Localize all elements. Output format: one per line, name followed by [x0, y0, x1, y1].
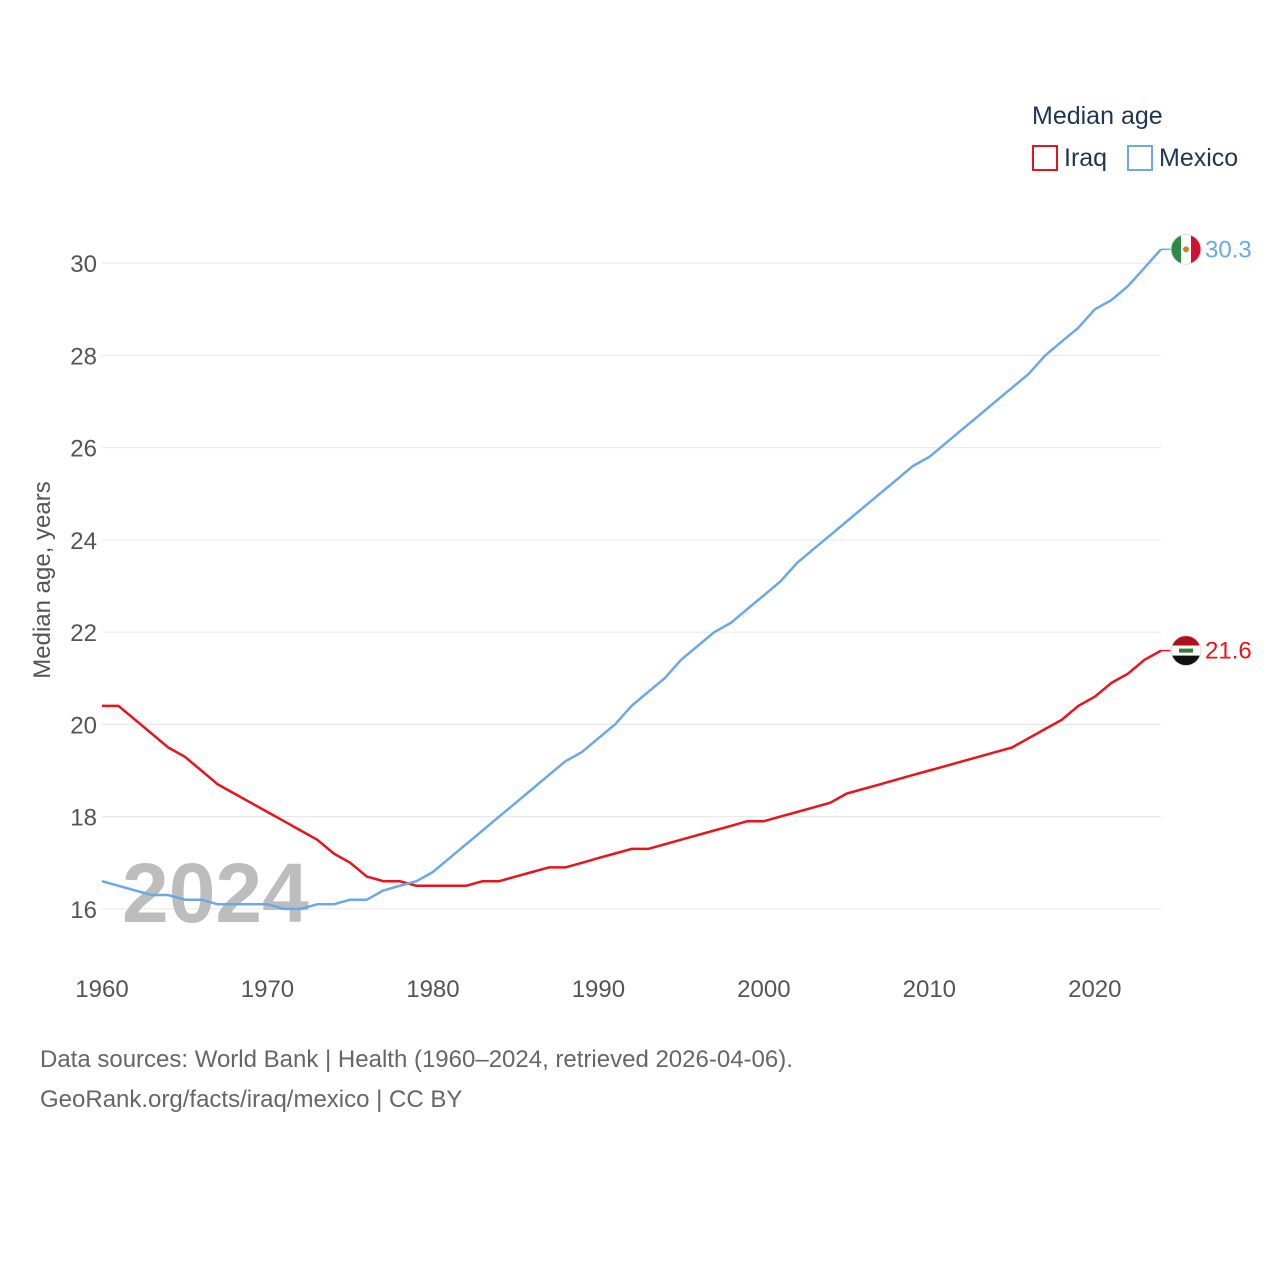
series-line-iraq[interactable] — [102, 649, 1162, 888]
legend-swatch-iraq[interactable] — [1032, 145, 1058, 171]
end-value-label-mexico: 30.3 — [1205, 236, 1252, 263]
series-lines — [101, 248, 1162, 911]
year-watermark: 2024 — [122, 846, 309, 940]
legend-label-iraq[interactable]: Iraq — [1064, 144, 1107, 172]
y-tick-label-20: 20 — [70, 712, 97, 739]
legend: Median age Iraq Mexico — [1032, 102, 1238, 172]
attribution-link[interactable]: GeoRank.org/facts/iraq/mexico | CC BY — [40, 1086, 463, 1113]
y-tick-label-22: 22 — [70, 620, 97, 647]
end-value-label-iraq: 21.6 — [1205, 638, 1252, 665]
footer: Data sources: World Bank | Health (1960–… — [40, 1040, 793, 1120]
mexico-flag-icon — [1170, 233, 1202, 265]
y-tick-label-30: 30 — [70, 251, 97, 278]
x-tick-label-2010: 2010 — [903, 976, 956, 1003]
y-tick-label-24: 24 — [70, 528, 97, 555]
x-tick-label-2020: 2020 — [1068, 976, 1121, 1003]
y-tick-label-28: 28 — [70, 343, 97, 370]
legend-swatch-mexico[interactable] — [1127, 145, 1153, 171]
grid-lines — [102, 262, 1161, 910]
y-tick-label-26: 26 — [70, 436, 97, 463]
x-tick-label-1990: 1990 — [572, 976, 625, 1003]
series-line-mexico[interactable] — [101, 248, 1162, 911]
x-tick-label-2000: 2000 — [737, 976, 790, 1003]
y-axis-ticks: 16 18 20 22 24 26 28 30 — [70, 251, 97, 924]
iraq-flag-icon — [1170, 635, 1202, 667]
end-markers: 21.6 30.3 — [1161, 233, 1252, 667]
x-tick-label-1970: 1970 — [241, 976, 294, 1003]
x-tick-label-1960: 1960 — [75, 976, 128, 1003]
legend-label-mexico[interactable]: Mexico — [1159, 144, 1238, 172]
y-axis-title: Median age, years — [29, 481, 56, 678]
legend-title: Median age — [1032, 102, 1163, 130]
y-tick-label-18: 18 — [70, 805, 97, 832]
data-sources-text: Data sources: World Bank | Health (1960–… — [40, 1046, 793, 1073]
y-tick-label-16: 16 — [70, 897, 97, 924]
x-axis-ticks: 1960 1970 1980 1990 2000 2010 2020 — [75, 976, 1121, 1003]
median-age-line-chart: 16 18 20 22 24 26 28 30 1960 1970 1980 1990 2000 201… — [29, 102, 1252, 1003]
x-tick-label-1980: 1980 — [406, 976, 459, 1003]
